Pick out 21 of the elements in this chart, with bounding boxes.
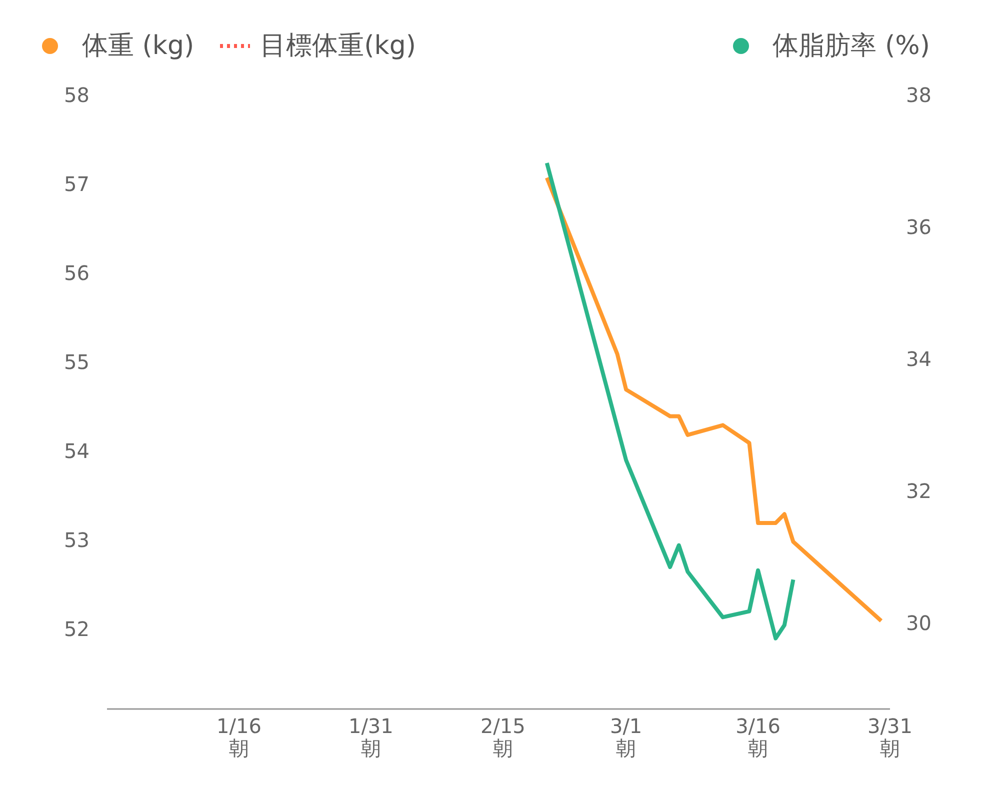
y-tick-label: 56 — [64, 260, 90, 285]
x-tick-label: 1/31 朝 — [348, 714, 394, 760]
y2-tick-label: 34 — [906, 347, 932, 372]
y2-tick-label: 30 — [906, 611, 932, 636]
legend-label: 目標体重(kg) — [260, 30, 416, 63]
x-tick-label: 2/15 朝 — [480, 714, 526, 760]
x-tick-label: 3/31 朝 — [868, 714, 912, 760]
y-tick-label: 54 — [64, 438, 90, 463]
legend-label: 体重 (kg) — [82, 30, 194, 63]
x-tick-label: 1/16 朝 — [216, 714, 262, 760]
x-tick-label: 3/16 朝 — [736, 714, 780, 760]
y-tick-label: 52 — [64, 616, 90, 641]
y-tick-label: 55 — [64, 350, 90, 374]
y2-tick-label: 32 — [906, 479, 932, 504]
y-tick-label: 57 — [64, 172, 90, 196]
y-tick-label: 53 — [64, 528, 90, 552]
y2-tick-label: 38 — [906, 83, 932, 107]
x-tick-label: 3/1 朝 — [610, 714, 642, 760]
y2-tick-label: 36 — [906, 215, 932, 240]
y-tick-label: 58 — [64, 83, 90, 107]
legend-label: 体脂肪率 (%) — [772, 30, 930, 63]
